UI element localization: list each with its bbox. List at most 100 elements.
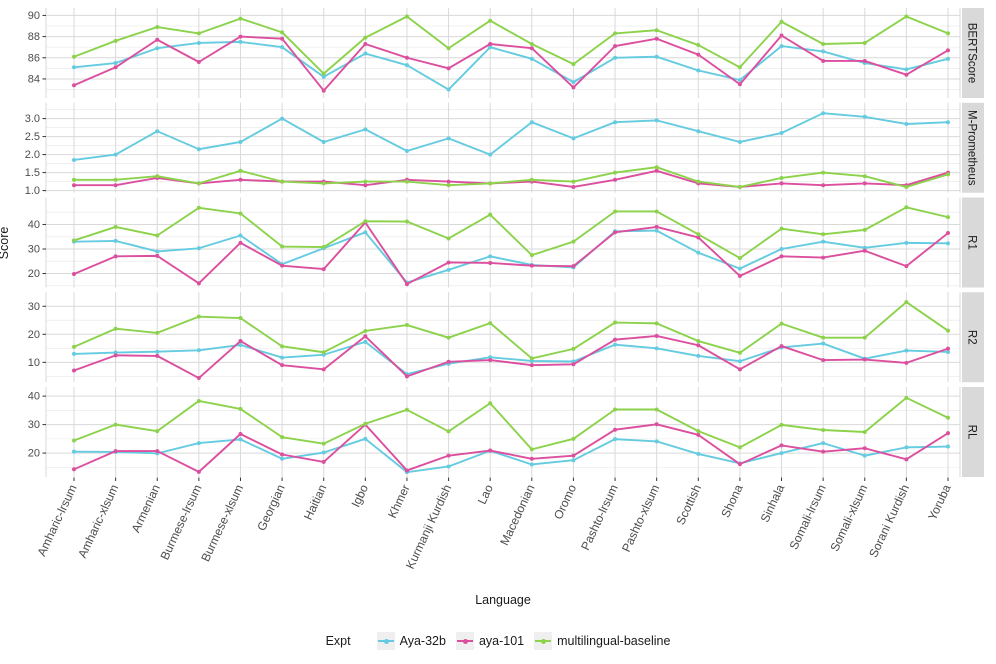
x-tick-label: Burmese-xlsum — [198, 482, 246, 563]
x-tick-label: Pashto-lrsum — [578, 482, 621, 552]
points-multilingual-baseline — [72, 205, 950, 261]
y-axis-ticks: 1.0 1.5 2.0 2.5 3.0 — [25, 113, 46, 197]
y-tick-label: 10 — [28, 357, 40, 369]
facet-strip-label: R2 — [966, 330, 978, 345]
facet-strip — [962, 387, 984, 477]
legend-key-line-icon — [455, 632, 474, 650]
y-tick-label: 2.5 — [25, 131, 40, 143]
legend-key-line-icon — [376, 632, 395, 650]
y-axis-ticks: 10 20 30 — [28, 301, 46, 369]
x-tick-label: Yoruba — [925, 482, 954, 522]
line-aya-101 — [73, 34, 949, 92]
legend-item-aya-101: aya-101 — [455, 632, 525, 650]
y-tick-label: 84 — [28, 73, 40, 85]
line-multilingual-baseline — [73, 206, 949, 260]
points-aya-101 — [72, 333, 950, 381]
x-tick-label: Shona — [718, 482, 745, 520]
line-aya-101 — [73, 423, 949, 473]
y-tick-label: 1.0 — [25, 185, 40, 197]
y-tick-label: 40 — [28, 391, 40, 403]
legend-title: Expt — [325, 634, 351, 648]
x-tick-label: Macedonian — [497, 482, 537, 547]
x-tick-label: Igbo — [348, 482, 371, 509]
facet-panel-R2: 10 20 30 R2 — [28, 292, 984, 383]
y-tick-label: 30 — [28, 243, 40, 255]
x-tick-label: Armenian — [129, 482, 163, 534]
x-tick-label: Lao — [475, 482, 496, 506]
y-tick-label: 3.0 — [25, 113, 40, 125]
x-tick-label: Amharic-lrsum — [34, 482, 79, 558]
x-tick-label: Sorani Kurdish — [866, 482, 912, 559]
line-multilingual-baseline — [73, 301, 949, 360]
line-Aya-32b — [73, 112, 949, 161]
x-tick-label: Pashto-xlsum — [619, 482, 662, 554]
y-tick-label: 90 — [28, 10, 40, 22]
facet-strip — [962, 197, 984, 288]
points-aya-101 — [72, 168, 950, 189]
line-multilingual-baseline — [74, 166, 949, 188]
gridlines — [45, 387, 961, 477]
points-Aya-32b — [72, 111, 950, 162]
y-axis-ticks: 20 30 40 — [28, 219, 46, 280]
x-tick-label: Oromo — [551, 482, 579, 521]
facet-strip — [962, 8, 984, 98]
facet-panel-M-Prometheus: 1.0 1.5 2.0 2.5 3.0 M-Prometheus — [25, 102, 984, 197]
line-multilingual-baseline — [73, 396, 949, 451]
y-tick-label: 2.0 — [25, 149, 40, 161]
x-tick-label: Burmese-lrsum — [158, 482, 205, 562]
y-axis-ticks: 20 30 40 — [28, 391, 46, 460]
facet-strip — [962, 102, 984, 193]
points-aya-101 — [72, 33, 950, 93]
points-aya-101 — [72, 220, 950, 287]
facet-strip-label: BERTScore — [966, 23, 978, 84]
points-Aya-32b — [72, 228, 950, 285]
points-multilingual-baseline — [72, 14, 950, 76]
y-tick-label: 86 — [28, 52, 40, 64]
points-Aya-32b — [72, 339, 950, 377]
y-axis-title: Score — [0, 226, 11, 260]
line-Aya-32b — [73, 229, 949, 284]
facet-strip-label: M-Prometheus — [966, 110, 978, 186]
points-multilingual-baseline — [72, 395, 950, 452]
chart-canvas: 84 86 88 90 BERTScore 1.0 1.5 2.0 2.5 3.0 M-Promet… — [25, 8, 984, 571]
x-tick-label: Kurmanji Kurdish — [403, 482, 454, 571]
y-tick-label: 20 — [28, 268, 40, 280]
legend-label: Aya-32b — [399, 634, 446, 648]
points-multilingual-baseline — [72, 300, 950, 361]
facet-panel-R1: 20 30 40 R1 — [28, 197, 984, 288]
y-tick-label: 30 — [28, 301, 40, 313]
facet-strip-label: R1 — [966, 235, 978, 250]
x-tick-label: Khmer — [385, 482, 413, 520]
gridlines — [45, 292, 961, 383]
y-tick-label: 20 — [28, 329, 40, 341]
legend-key-line-icon — [534, 632, 553, 650]
line-multilingual-baseline — [73, 15, 949, 75]
points-multilingual-baseline — [72, 165, 950, 189]
y-axis-ticks: 84 86 88 90 — [28, 10, 46, 85]
line-aya-101 — [73, 221, 949, 286]
points-Aya-32b — [72, 39, 950, 92]
x-tick-label: Amharic-xlsum — [75, 482, 121, 560]
legend-item-aya-32b: Aya-32b — [376, 632, 446, 650]
line-Aya-32b — [73, 340, 949, 376]
points-aya-101 — [72, 422, 950, 474]
facet-strip-label: RL — [966, 425, 978, 440]
y-tick-label: 40 — [28, 219, 40, 231]
legend-label: aya-101 — [478, 634, 525, 648]
facet-strip — [962, 292, 984, 383]
x-tick-label: Somali-xlsum — [827, 482, 870, 553]
x-tick-label: Scottish — [673, 482, 704, 527]
x-axis-title: Language — [475, 593, 531, 607]
gridlines — [45, 102, 961, 193]
points-Aya-32b — [72, 436, 950, 475]
line-aya-101 — [73, 335, 949, 379]
x-tick-label: Haitian — [301, 482, 329, 522]
y-tick-label: 88 — [28, 31, 40, 43]
y-tick-label: 1.5 — [25, 167, 40, 179]
y-tick-label: 20 — [28, 448, 40, 460]
x-tick-label: Sinhala — [758, 482, 788, 524]
facet-panel-RL: 20 30 40 RL — [28, 387, 984, 477]
legend-item-multilingual-baseline: multilingual-baseline — [534, 632, 670, 650]
